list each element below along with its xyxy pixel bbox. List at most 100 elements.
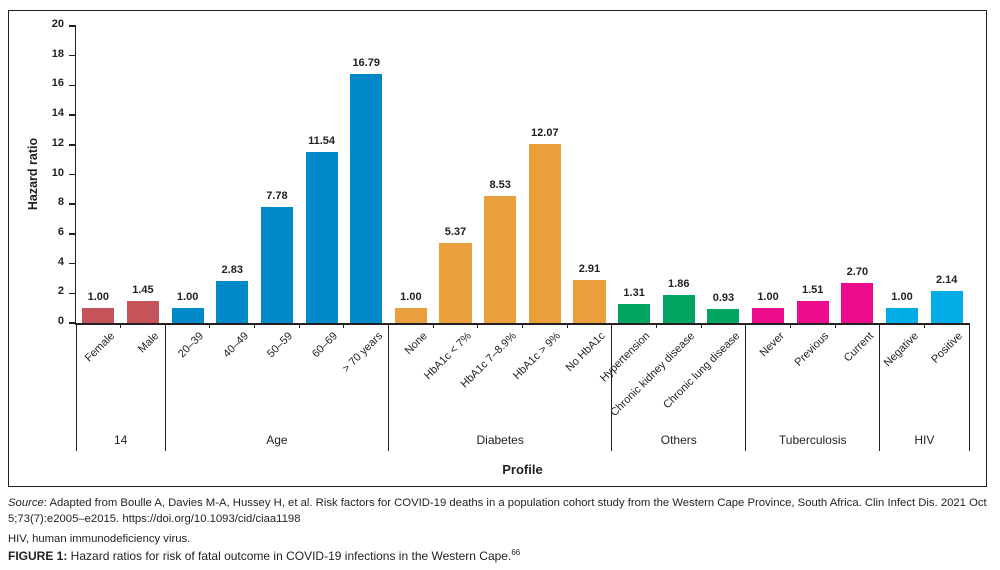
source-label: Source	[8, 497, 44, 509]
bar	[171, 308, 204, 323]
group-separator	[745, 323, 747, 451]
x-tick-label: Female	[82, 330, 117, 365]
bar	[752, 308, 785, 323]
y-tick	[69, 233, 76, 235]
bar	[573, 279, 606, 323]
x-tick	[655, 323, 657, 328]
y-tick	[69, 144, 76, 146]
x-tick	[254, 323, 256, 328]
y-tick-label: 6	[57, 225, 64, 238]
bar	[707, 309, 740, 323]
figure-footer: Source: Adapted from Boulle A, Davies M-…	[8, 495, 994, 565]
x-tick	[298, 323, 300, 328]
group-separator	[611, 323, 613, 451]
bar	[260, 207, 293, 323]
group-separator	[164, 323, 166, 451]
bar-value-label: 1.00	[757, 291, 779, 304]
bar	[350, 73, 383, 323]
x-tick-label: Chronic lung disease	[660, 330, 742, 412]
y-tick	[69, 84, 76, 87]
x-tick-label: None	[402, 330, 430, 358]
bar-value-label: 1.00	[176, 291, 199, 304]
y-tick-label: 0	[57, 315, 64, 327]
x-tick-label: 40–49	[220, 330, 251, 361]
x-tick	[923, 323, 925, 328]
y-tick-label: 10	[51, 166, 64, 179]
group-label: Others	[660, 433, 697, 447]
bar	[841, 282, 874, 323]
bar	[216, 280, 249, 323]
y-tick	[69, 25, 76, 27]
bar-value-label: 2.83	[221, 263, 243, 276]
bar	[439, 243, 472, 323]
bar	[796, 300, 829, 323]
bar	[662, 295, 695, 323]
bar-value-label: 1.00	[87, 291, 110, 304]
group-separator	[388, 323, 390, 451]
x-tick	[120, 323, 122, 328]
bar	[305, 151, 338, 323]
chart-frame: Hazard ratio 0 2 4 6 8 10 12 14 16 18 20 1.00 Female…	[8, 10, 987, 487]
bar	[930, 291, 963, 323]
group-label: 14	[113, 433, 128, 447]
y-tick	[69, 114, 76, 116]
x-tick	[209, 323, 211, 328]
group-separator	[968, 323, 970, 451]
bar-value-label: 1.51	[802, 283, 824, 296]
x-axis-title: Profile	[502, 462, 543, 477]
x-tick-label: Negative	[881, 330, 921, 370]
source-text: : Adapted from Boulle A, Davies M-A, Hus…	[8, 497, 987, 526]
source-note: Source: Adapted from Boulle A, Davies M-…	[8, 495, 994, 527]
x-tick-label: Chronic kidney disease	[608, 330, 698, 419]
bar-value-label: 1.45	[132, 284, 154, 297]
x-tick	[700, 323, 702, 328]
abbreviation-note: HIV, human immunodeficiency virus.	[8, 533, 191, 546]
bar-value-label: 1.00	[891, 291, 913, 304]
bar-value-label: 2.70	[846, 265, 869, 278]
bar-value-label: 12.07	[531, 126, 559, 139]
y-tick	[69, 173, 76, 176]
y-tick-label: 8	[57, 196, 64, 209]
group-separator	[75, 323, 77, 451]
bar-value-label: 1.31	[623, 286, 645, 299]
bar-value-label: 16.79	[352, 56, 380, 69]
bar	[528, 143, 561, 323]
figure-caption-text: Hazard ratios for risk of fatal outcome …	[67, 549, 512, 564]
bar-value-label: 5.37	[444, 226, 467, 239]
bar	[394, 308, 427, 323]
bar	[618, 303, 651, 323]
bar	[126, 301, 160, 323]
bar-value-label: 7.78	[266, 190, 288, 203]
y-tick	[69, 262, 76, 265]
group-label: Age	[266, 433, 288, 447]
figure-caption-label: FIGURE 1:	[8, 549, 68, 564]
bar-value-label: 2.91	[578, 262, 601, 275]
figure-caption-reference: 66	[511, 548, 521, 558]
y-tick-label: 16	[51, 77, 64, 90]
x-tick-label: 20–39	[175, 330, 207, 361]
x-tick-label: Male	[136, 330, 162, 356]
group-label: HIV	[914, 433, 935, 447]
x-tick-label: Previous	[792, 330, 832, 369]
x-tick-label: Current	[841, 330, 876, 365]
y-tick-label: 14	[51, 107, 64, 120]
x-tick-label: Never	[757, 330, 787, 360]
x-tick	[343, 323, 345, 328]
bar-value-label: 1.86	[668, 278, 690, 291]
group-label: Diabetes	[476, 433, 524, 447]
y-tick	[69, 54, 76, 57]
bar	[484, 196, 517, 323]
y-tick-label: 12	[51, 136, 64, 149]
bar	[885, 308, 919, 323]
bar-value-label: 8.53	[489, 179, 511, 192]
bar-value-label: 1.00	[400, 291, 422, 304]
x-tick-label: 60–69	[309, 330, 341, 361]
group-separator	[879, 323, 881, 451]
bar-value-label: 0.93	[712, 292, 735, 305]
y-tick-label: 20	[51, 18, 64, 30]
x-tick-label: > 70 years	[339, 330, 385, 376]
x-tick	[789, 323, 791, 328]
x-tick	[522, 323, 523, 328]
x-axis-line	[74, 323, 969, 325]
